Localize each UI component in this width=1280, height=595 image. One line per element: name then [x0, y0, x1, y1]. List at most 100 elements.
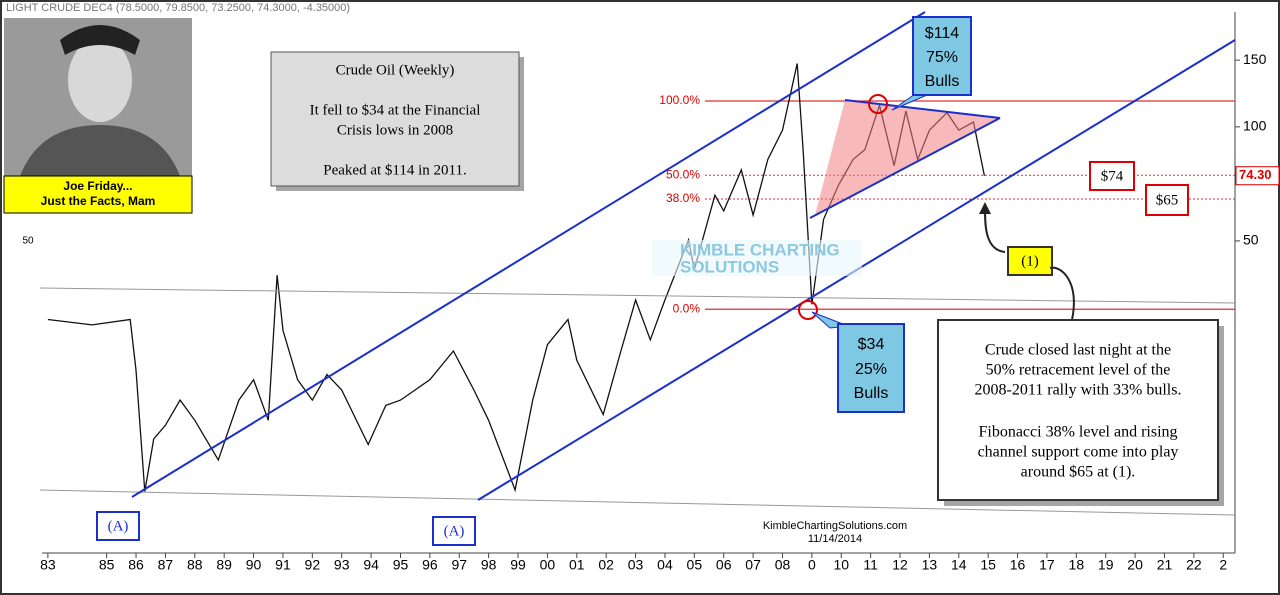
x-tick-label: 12 [892, 557, 908, 573]
x-tick-label: 10 [833, 557, 849, 573]
x-tick-label: 14 [951, 557, 967, 573]
callout-text: 25% [855, 361, 887, 378]
last-price-label: 74.30 [1239, 167, 1272, 182]
x-tick-label: 94 [363, 557, 379, 573]
price-label: $65 [1156, 192, 1179, 208]
credit: 11/14/2014 [808, 533, 862, 545]
x-tick-label: 2 [1219, 557, 1227, 573]
x-tick-label: 99 [510, 557, 526, 573]
x-tick-label: 15 [980, 557, 996, 573]
photo-caption: Joe Friday... [63, 179, 132, 193]
x-tick-label: 13 [922, 557, 938, 573]
x-tick-label: 08 [775, 557, 791, 573]
summary-text: Peaked at $114 in 2011. [323, 162, 466, 178]
note-box [937, 319, 1219, 501]
x-tick-label: 91 [275, 557, 291, 573]
credit: KimbleChartingSolutions.com [763, 520, 907, 532]
y-tick-label: 100 [1243, 118, 1267, 134]
x-tick-label: 01 [569, 557, 585, 573]
x-tick-label: 97 [451, 557, 467, 573]
arrow-head [979, 202, 991, 214]
callout-text: $34 [858, 336, 885, 353]
x-tick-label: 04 [657, 557, 673, 573]
point-box [432, 516, 476, 546]
x-tick-label: 07 [745, 557, 761, 573]
photo-caption-box [3, 175, 193, 214]
fib-label: 100.0% [659, 93, 700, 107]
arrow [1049, 266, 1075, 321]
x-tick-label: 90 [246, 557, 262, 573]
x-tick-label: 83 [40, 557, 56, 573]
x-tick-label: 11 [863, 557, 878, 573]
x-tick-label: 21 [1157, 557, 1173, 573]
note-text: channel support come into play [978, 444, 1179, 461]
x-tick-label: 05 [687, 557, 703, 573]
x-tick-label: 92 [305, 557, 321, 573]
left-tick-label: 50 [22, 236, 34, 247]
x-tick-label: 16 [1010, 557, 1026, 573]
triangle-line [844, 99, 1001, 119]
note-text: Fibonacci 38% level and rising [978, 424, 1177, 441]
point-label: (1) [1021, 253, 1039, 269]
fib-label: 38.0% [666, 191, 700, 205]
callout-box [837, 323, 905, 413]
fib-label: 50.0% [666, 167, 700, 181]
callout-text: 75% [926, 49, 958, 66]
photo-hair [60, 25, 140, 55]
callout-text: Bulls [854, 385, 889, 402]
watermark-bg [652, 240, 862, 276]
note-text: Crude closed last night at the [985, 342, 1171, 359]
price-box [1089, 161, 1135, 191]
x-tick-label: 22 [1186, 557, 1202, 573]
trend-line [39, 287, 1236, 304]
highlight-circle [868, 94, 888, 114]
x-tick-label: 18 [1069, 557, 1085, 573]
x-tick-label: 93 [334, 557, 350, 573]
summary-box [270, 51, 520, 187]
x-tick-label: 0 [808, 557, 816, 573]
plot: 83 85 86 87 88 89 90 91 92 93 94 95 96 97 98 99 00 01 02 03… [22, 51, 1280, 573]
triangle-line [809, 117, 1001, 219]
triangle-pattern [815, 100, 1000, 215]
callout-box [912, 16, 972, 96]
trend-line [39, 489, 1236, 516]
summary-text: Crude Oil (Weekly) [336, 62, 455, 78]
point-box [96, 511, 140, 541]
x-tick-label: 06 [716, 557, 732, 573]
summary-text: It fell to $34 at the Financial [310, 102, 481, 118]
price-label: $74 [1101, 168, 1124, 184]
note-text: around $65 at (1). [1021, 464, 1136, 481]
price-box [1145, 184, 1189, 216]
point-label: (A) [108, 518, 129, 534]
point-box [1007, 246, 1053, 276]
y-tick-label: 50 [1243, 232, 1259, 248]
x-tick-label: 96 [422, 557, 438, 573]
note-text: 2008-2011 rally with 33% bulls. [975, 382, 1182, 399]
x-tick-label: 85 [99, 557, 115, 573]
watermark: SOLUTIONS [680, 257, 779, 276]
point-label: (A) [444, 523, 465, 539]
x-tick-label: 19 [1098, 557, 1114, 573]
x-tick-label: 98 [481, 557, 497, 573]
x-tick-label: 03 [628, 557, 644, 573]
photo-suit [20, 125, 180, 176]
x-tick-label: 87 [158, 557, 174, 573]
channel-line [131, 11, 926, 498]
callout-text: Bulls [925, 73, 960, 90]
x-tick-label: 95 [393, 557, 409, 573]
callout-text: $114 [925, 25, 960, 42]
x-tick-label: 86 [128, 557, 144, 573]
y-tick-label: 150 [1243, 51, 1267, 67]
x-tick-label: 02 [598, 557, 614, 573]
x-tick-label: 89 [216, 557, 232, 573]
fib-label: 0.0% [673, 301, 701, 315]
watermark: KIMBLE CHARTING [680, 240, 840, 259]
x-tick-label: 88 [187, 557, 203, 573]
highlight-circle [798, 300, 818, 320]
header: LIGHT CRUDE DEC4 (78.5000, 79.8500, 73.2… [6, 2, 350, 14]
last-price-tag [1235, 166, 1280, 186]
x-tick-label: 00 [540, 557, 556, 573]
x-tick-label: 17 [1039, 557, 1055, 573]
summary-text: Crisis lows in 2008 [337, 122, 453, 138]
